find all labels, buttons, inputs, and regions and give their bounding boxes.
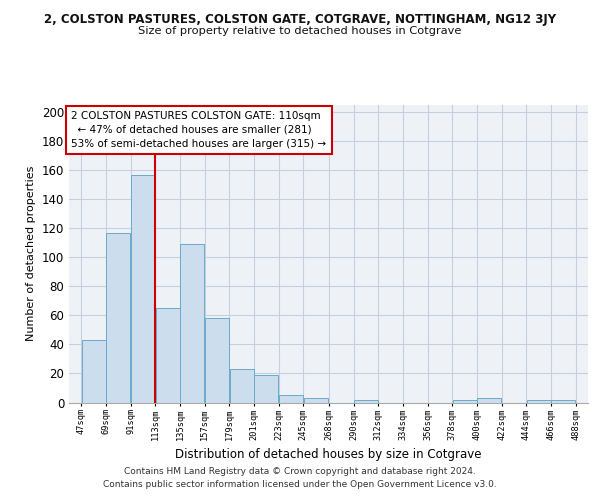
Text: Contains public sector information licensed under the Open Government Licence v3: Contains public sector information licen… [103, 480, 497, 489]
Bar [452, 400, 477, 402]
Text: Contains HM Land Registry data © Crown copyright and database right 2024.: Contains HM Land Registry data © Crown c… [124, 467, 476, 476]
Text: Size of property relative to detached houses in Cotgrave: Size of property relative to detached ho… [139, 26, 461, 36]
Text: 2, COLSTON PASTURES, COLSTON GATE, COTGRAVE, NOTTINGHAM, NG12 3JY: 2, COLSTON PASTURES, COLSTON GATE, COTGR… [44, 12, 556, 26]
Bar [106, 232, 130, 402]
Bar [304, 398, 328, 402]
Bar [205, 318, 229, 402]
Bar [155, 308, 179, 402]
Bar [279, 395, 303, 402]
Y-axis label: Number of detached properties: Number of detached properties [26, 166, 36, 342]
Bar [478, 398, 502, 402]
Bar [551, 400, 575, 402]
Bar [354, 400, 378, 402]
Text: 2 COLSTON PASTURES COLSTON GATE: 110sqm
  ← 47% of detached houses are smaller (: 2 COLSTON PASTURES COLSTON GATE: 110sqm … [71, 111, 326, 149]
Bar [254, 375, 278, 402]
Bar [82, 340, 106, 402]
Bar [527, 400, 551, 402]
Bar [230, 369, 254, 402]
X-axis label: Distribution of detached houses by size in Cotgrave: Distribution of detached houses by size … [175, 448, 482, 461]
Bar [131, 174, 155, 402]
Bar [180, 244, 205, 402]
